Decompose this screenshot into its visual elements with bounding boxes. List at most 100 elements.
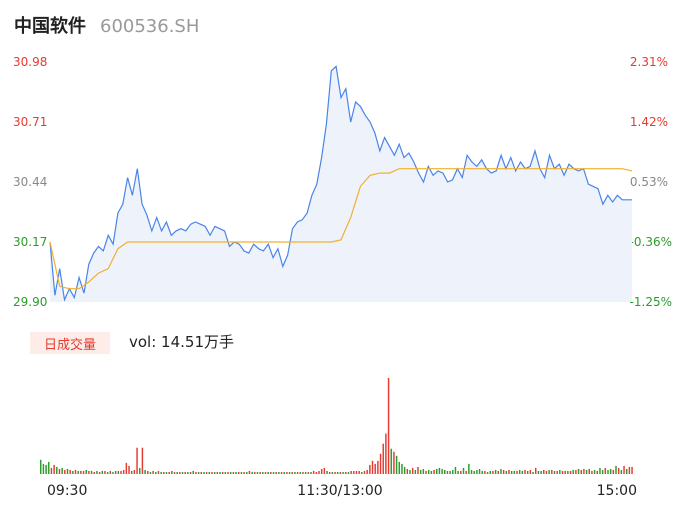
volume-bar bbox=[559, 469, 561, 474]
volume-bar bbox=[112, 471, 114, 474]
volume-bar bbox=[312, 470, 315, 474]
volume-bar bbox=[240, 471, 243, 474]
volume-bar bbox=[176, 471, 178, 474]
volume-bar bbox=[278, 471, 280, 474]
volume-bar bbox=[607, 469, 609, 474]
volume-bar bbox=[551, 469, 553, 474]
volume-bar bbox=[58, 468, 61, 474]
volume-bar bbox=[433, 469, 435, 474]
volume-bar bbox=[299, 471, 302, 474]
volume-bar bbox=[221, 471, 224, 474]
volume-bar bbox=[195, 471, 197, 474]
volume-bar bbox=[130, 470, 133, 474]
volume-bar bbox=[88, 470, 90, 474]
volume-bar bbox=[591, 470, 593, 474]
volume-bar bbox=[350, 470, 352, 474]
volume-bar bbox=[227, 471, 229, 474]
volume-bar bbox=[141, 447, 144, 474]
volume-bar bbox=[147, 470, 149, 474]
volume-readout: vol: 14.51万手 bbox=[129, 333, 234, 351]
stock-header: 中国软件 600536.SH bbox=[14, 12, 199, 40]
volume-bar bbox=[328, 471, 331, 474]
volume-bar bbox=[502, 469, 505, 474]
volume-bar bbox=[136, 447, 138, 474]
volume-bar bbox=[599, 467, 601, 474]
volume-bar bbox=[192, 470, 194, 474]
volume-bar bbox=[128, 465, 130, 474]
volume-bar bbox=[80, 470, 82, 474]
volume-bar bbox=[548, 469, 550, 474]
volume-bar bbox=[106, 471, 109, 474]
volume-bar bbox=[133, 469, 136, 474]
volume-bar bbox=[334, 471, 336, 474]
volume-bar bbox=[414, 469, 417, 474]
volume-bar bbox=[572, 469, 574, 474]
volume-bar bbox=[403, 466, 406, 474]
volume-bar bbox=[505, 470, 508, 474]
volume-bar bbox=[361, 471, 363, 474]
volume-bar bbox=[104, 470, 106, 474]
percent-tick-label: 0.53% bbox=[630, 175, 668, 189]
volume-bar bbox=[567, 470, 569, 474]
volume-bar bbox=[604, 467, 607, 474]
volume-bar bbox=[157, 470, 160, 474]
volume-bar bbox=[168, 471, 170, 474]
volume-bar bbox=[553, 470, 556, 474]
volume-bar bbox=[513, 470, 516, 474]
volume-bar bbox=[270, 471, 272, 474]
volume-bar bbox=[294, 471, 296, 474]
volume-bar bbox=[122, 469, 125, 474]
volume-bar bbox=[478, 468, 481, 474]
volume-bar bbox=[492, 470, 494, 474]
volume-bar bbox=[213, 471, 216, 474]
volume-bar bbox=[272, 471, 275, 474]
volume-bar bbox=[532, 471, 534, 474]
volume-bar bbox=[302, 471, 304, 474]
volume-bar bbox=[173, 471, 176, 474]
price-tick-label: 30.44 bbox=[13, 175, 47, 189]
volume-bar bbox=[259, 471, 261, 474]
volume-bar bbox=[596, 470, 599, 474]
volume-bar bbox=[256, 471, 259, 474]
volume-bar bbox=[583, 468, 585, 474]
time-tick-label: 11:30/13:00 bbox=[297, 483, 382, 499]
volume-bar bbox=[524, 469, 526, 474]
volume-bar bbox=[537, 470, 540, 474]
volume-bar bbox=[117, 470, 120, 474]
volume-bar bbox=[61, 467, 63, 474]
volume-bar bbox=[497, 470, 500, 474]
volume-bar bbox=[486, 471, 489, 474]
volume-bar bbox=[395, 455, 398, 474]
volume-bar bbox=[291, 471, 293, 474]
volume-bar bbox=[283, 471, 285, 474]
volume-bar bbox=[342, 471, 344, 474]
volume-bar bbox=[398, 461, 401, 474]
volume-bar bbox=[401, 463, 403, 474]
volume-bar bbox=[620, 469, 623, 474]
volume-bar bbox=[189, 471, 192, 474]
volume-bar bbox=[139, 467, 141, 474]
volume-bar bbox=[521, 470, 524, 474]
volume-bar bbox=[430, 470, 433, 474]
volume-bar bbox=[580, 469, 582, 474]
volume-bar bbox=[468, 463, 470, 474]
volume-bar bbox=[275, 471, 277, 474]
volume-bar bbox=[187, 471, 189, 474]
price-tick-label: 29.90 bbox=[13, 295, 47, 309]
volume-bar bbox=[516, 470, 518, 474]
volume-bar bbox=[203, 471, 205, 474]
volume-bar bbox=[625, 468, 628, 474]
volume-bar bbox=[66, 468, 69, 474]
volume-bar bbox=[484, 470, 486, 474]
volume-bar bbox=[232, 471, 235, 474]
price-tick-label: 30.98 bbox=[13, 55, 47, 69]
volume-bar bbox=[449, 470, 451, 474]
volume-bar bbox=[575, 469, 577, 474]
volume-bar bbox=[74, 469, 77, 474]
volume-bar bbox=[264, 471, 267, 474]
volume-bar bbox=[465, 470, 467, 474]
volume-bar bbox=[500, 468, 502, 474]
volume-bar bbox=[42, 463, 45, 474]
daily-volume-badge[interactable]: 日成交量 bbox=[30, 332, 110, 354]
volume-bar bbox=[393, 451, 395, 474]
